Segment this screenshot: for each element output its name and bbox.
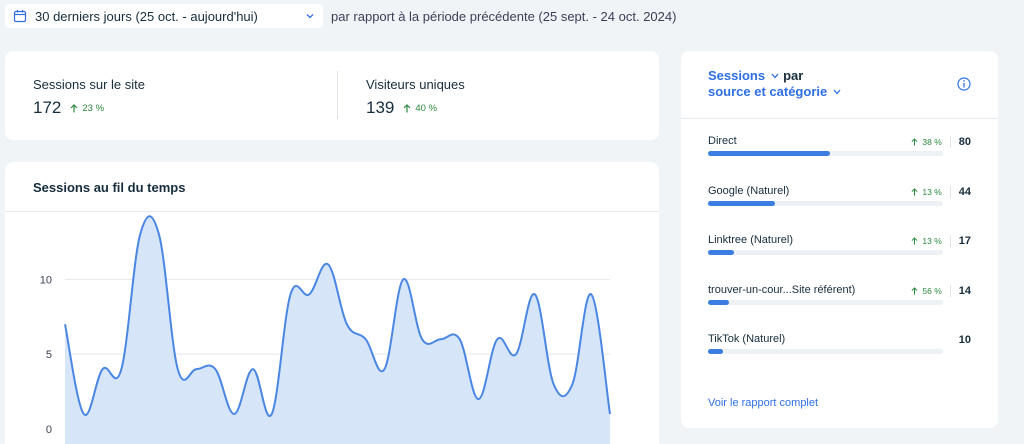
source-delta: 13 % [911,236,942,246]
kpi-visitors: Visiteurs uniques 139 40 % [366,77,465,118]
source-delta-text: 38 % [922,137,942,147]
divider [949,185,951,198]
series-line [64,215,611,418]
kpi-value: 172 [33,98,62,117]
source-bar [708,151,831,156]
divider [949,136,951,148]
source-bar-track [708,250,943,255]
divider [681,118,998,119]
source-delta: 38 % [911,137,942,147]
source-delta-text: 13 % [922,186,942,197]
source-count: 44 [958,185,971,198]
source-row: Direct 38 % 80 [708,135,971,156]
source-bar-track [708,151,943,156]
divider [949,284,951,297]
source-row: TikTok (Naturel) 10 [708,333,971,354]
sources-header: Sessions par source et catégorie [708,68,845,100]
date-range-select[interactable]: 30 derniers jours (25 oct. - aujourd'hui… [5,4,323,28]
divider [949,235,951,247]
arrow-up-icon [911,187,918,195]
source-count: 14 [958,284,971,297]
kpi-value: 139 [366,98,395,117]
arrow-up-icon [70,104,78,113]
source-bar [708,250,734,255]
kpi-title: Visiteurs uniques [366,77,465,92]
source-name: TikTok (Naturel) [708,333,786,345]
full-report-link[interactable]: Voir le rapport complet [708,397,819,409]
kpi-sessions: Sessions sur le site 172 23 % [33,77,145,118]
y-tick-label: 0 [46,424,52,436]
arrow-up-icon [911,237,918,245]
chevron-down-icon [771,73,779,79]
chevron-down-icon [833,89,841,95]
source-row: Linktree (Naturel) 13 % 17 [708,234,971,255]
source-count: 10 [958,334,971,346]
source-delta-text: 13 % [922,236,942,246]
source-bar-track [708,349,943,354]
info-icon[interactable] [957,77,971,91]
kpi-delta: 40 % [403,103,437,114]
kpi-delta-text: 40 % [415,103,438,114]
kpi-divider [337,71,338,119]
source-bar [708,299,730,305]
sources-card: Sessions par source et catégorie Direct 38… [681,51,998,428]
source-delta: 56 % [911,285,942,296]
divider [5,211,659,212]
source-bar-track [708,299,943,305]
source-row: Google (Naturel) 13 % 44 [708,184,971,206]
source-name: Direct [708,135,737,147]
source-bar-track [708,200,943,206]
source-delta: 13 % [911,186,942,197]
chevron-down-icon [306,14,314,19]
kpi-title: Sessions sur le site [33,77,145,92]
source-name: Linktree (Naturel) [708,234,793,246]
source-row: trouver-un-cour...Site référent) 56 % 14 [708,283,971,305]
kpi-delta: 23 % [70,103,104,114]
date-range-label: 30 derniers jours (25 oct. - aujourd'hui… [35,8,258,24]
dimension-dropdown[interactable]: source et catégorie [708,84,845,99]
par-text: par [783,68,804,83]
series-area [65,216,610,444]
kpi-card: Sessions sur le site 172 23 % Visiteurs … [5,51,659,140]
sessions-area-chart: 0 5 10 [40,215,611,444]
metric-label: Sessions [708,68,766,83]
chart-title: Sessions au fil du temps [33,180,186,195]
calendar-icon [13,10,27,23]
sessions-chart-card: Sessions au fil du temps 0 5 10 [5,162,659,444]
kpi-delta-text: 23 % [82,103,105,114]
source-bar [708,349,724,354]
arrow-up-icon [911,286,918,294]
dimension-label: source et catégorie [708,84,828,99]
comparison-text: par rapport à la période précédente (25 … [331,8,677,24]
arrow-up-icon [403,104,411,113]
source-delta-text: 56 % [922,285,942,296]
arrow-up-icon [911,138,918,146]
source-count: 17 [958,235,971,247]
y-tick-label: 5 [46,349,52,361]
metric-dropdown[interactable]: Sessions [708,68,783,83]
date-range-bar: 30 derniers jours (25 oct. - aujourd'hui… [5,4,676,28]
source-name: trouver-un-cour...Site référent) [708,283,856,296]
y-tick-label: 10 [40,274,52,286]
source-name: Google (Naturel) [708,184,790,197]
source-count: 80 [958,136,971,148]
source-bar [708,200,776,206]
